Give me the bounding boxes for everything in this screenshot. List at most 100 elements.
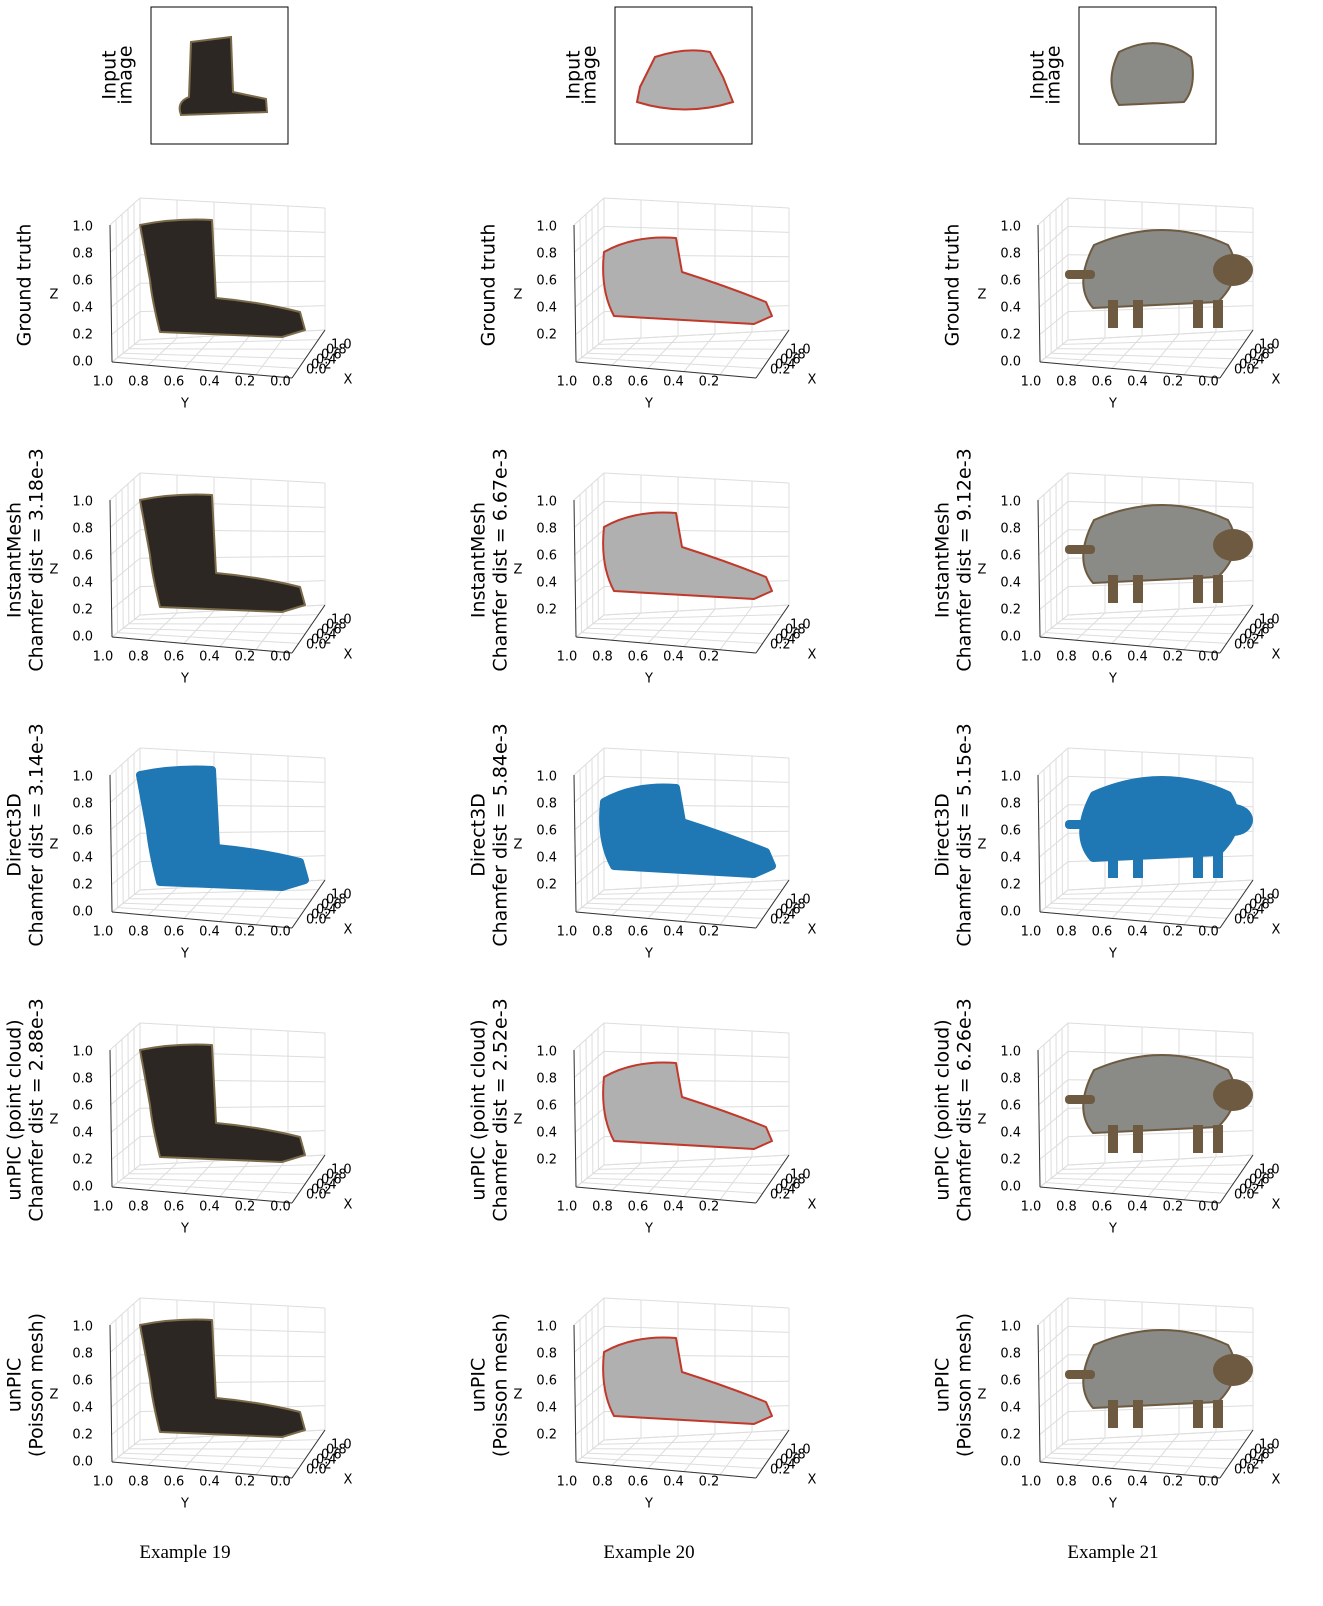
y-tick-label: 0.4 <box>663 1475 684 1490</box>
grid-line <box>1068 330 1253 340</box>
y-tick-label: 1.0 <box>557 1200 578 1215</box>
y-axis-label: Y <box>1108 1497 1117 1512</box>
grid-line <box>576 1137 604 1160</box>
axis-line <box>110 775 112 912</box>
z-tick-label: 1.0 <box>536 495 557 510</box>
row-label: Chamfer dist = 5.15e-3 <box>954 723 976 946</box>
grid-line <box>1039 1355 1068 1380</box>
plot-panel: unPIC(Poisson mesh)1.00.80.60.40.20.01.0… <box>4 1298 353 1512</box>
z-tick-label: 0.6 <box>536 824 557 839</box>
row-label: Chamfer dist = 3.18e-3 <box>26 448 48 671</box>
z-tick-label: 0.0 <box>72 905 93 920</box>
y-tick-label: 1.0 <box>557 925 578 940</box>
grid-line <box>112 312 140 335</box>
y-tick-label: 0.8 <box>592 925 613 940</box>
grid-line <box>1046 633 1227 644</box>
y-tick-label: 0.6 <box>164 925 185 940</box>
y-tick-label: 0.8 <box>1056 375 1077 390</box>
x-tick-label: 1.0 <box>1259 888 1280 903</box>
z-tick-label: 0.4 <box>72 576 93 591</box>
grid-line <box>582 908 763 919</box>
grid-line <box>1051 353 1233 359</box>
grid-line <box>574 1051 604 1077</box>
grid-line <box>122 1039 123 1178</box>
row-label: Chamfer dist = 9.12e-3 <box>954 448 976 671</box>
grid-line <box>116 1045 118 1183</box>
grid-line <box>1039 833 1068 857</box>
z-tick-label: 1.0 <box>1000 1045 1021 1060</box>
grid-line <box>111 1108 140 1132</box>
grid-line <box>1044 770 1046 908</box>
grid-line <box>1184 882 1216 925</box>
column-caption: Example 21 <box>1067 1542 1158 1563</box>
row-label: Direct3D <box>468 793 490 877</box>
object-render <box>1083 780 1235 858</box>
grid-line <box>140 1298 325 1308</box>
row-label: Chamfer dist = 2.52e-3 <box>490 998 512 1221</box>
y-tick-label: 0.6 <box>1092 1200 1113 1215</box>
object-part <box>1133 1125 1143 1153</box>
y-tick-label: 0.8 <box>1056 1200 1077 1215</box>
z-tick-label: 0.4 <box>72 301 93 316</box>
y-tick-label: 0.6 <box>164 375 185 390</box>
grid-line <box>1038 748 1068 775</box>
z-tick-label: 1.0 <box>72 220 93 235</box>
object-part <box>1213 300 1223 328</box>
grid-line <box>575 530 604 555</box>
y-tick-label: 1.0 <box>93 375 114 390</box>
grid-line <box>1038 501 1068 527</box>
grid-line <box>1039 530 1068 555</box>
y-tick-label: 0.2 <box>1163 650 1184 665</box>
grid-line <box>575 1383 604 1407</box>
z-tick-label: 0.6 <box>72 1374 93 1389</box>
plot-panel: Ground truth1.00.80.60.40.20.01.00.80.60… <box>14 198 353 412</box>
grid-line <box>587 353 769 359</box>
plot-panel: unPIC(Poisson mesh)1.00.80.60.40.20.01.0… <box>932 1298 1281 1512</box>
y-axis-label: Y <box>1108 672 1117 687</box>
y-tick-label: 0.8 <box>128 1200 149 1215</box>
grid-line <box>1040 312 1068 335</box>
y-axis-label: Y <box>1108 947 1117 962</box>
grid-line <box>1050 764 1051 903</box>
x-tick-label: 1.0 <box>1259 1438 1280 1453</box>
z-tick-label: 0.2 <box>72 1153 93 1168</box>
z-tick-label: 0.2 <box>72 328 93 343</box>
grid-line <box>1038 226 1068 252</box>
grid-line <box>684 609 715 647</box>
grid-line <box>598 1440 782 1445</box>
grid-line <box>1039 255 1068 280</box>
y-tick-label: 0.6 <box>164 650 185 665</box>
z-axis-label: Z <box>978 563 987 578</box>
grid-line <box>604 501 789 507</box>
y-tick-label: 0.6 <box>628 375 649 390</box>
grid-line <box>1039 1383 1068 1407</box>
grid-line <box>1056 484 1057 624</box>
z-tick-label: 1.0 <box>1000 495 1021 510</box>
z-axis-label: Z <box>978 1388 987 1403</box>
grid-line <box>1038 198 1068 225</box>
z-tick-label: 0.6 <box>536 274 557 289</box>
row-label: Chamfer dist = 2.88e-3 <box>26 998 48 1221</box>
grid-line <box>1050 214 1051 353</box>
plot-panel: unPIC (point cloud)Chamfer dist = 6.26e-… <box>932 998 1281 1236</box>
grid-line <box>684 334 715 372</box>
y-tick-label: 0.4 <box>1127 1200 1148 1215</box>
grid-line <box>220 1159 251 1197</box>
input-cell: Inputimage <box>1027 7 1217 144</box>
grid-line <box>134 340 318 345</box>
row-label: Direct3D <box>4 793 26 877</box>
grid-line <box>118 908 299 919</box>
y-axis-label: Y <box>644 947 653 962</box>
y-tick-label: 0.8 <box>1056 1475 1077 1490</box>
grid-line <box>1056 759 1057 899</box>
y-tick-label: 0.0 <box>270 375 291 390</box>
row-label: unPIC <box>932 1358 954 1412</box>
z-tick-label: 0.0 <box>1000 905 1021 920</box>
grid-line <box>122 489 123 628</box>
z-axis-label: Z <box>514 1113 523 1128</box>
y-axis-label: Y <box>644 1222 653 1237</box>
grid-line <box>575 1355 604 1380</box>
plot-panel: Ground truth1.00.80.60.40.21.00.80.60.40… <box>478 198 817 412</box>
z-tick-label: 0.8 <box>1000 797 1021 812</box>
grid-line <box>576 587 604 610</box>
